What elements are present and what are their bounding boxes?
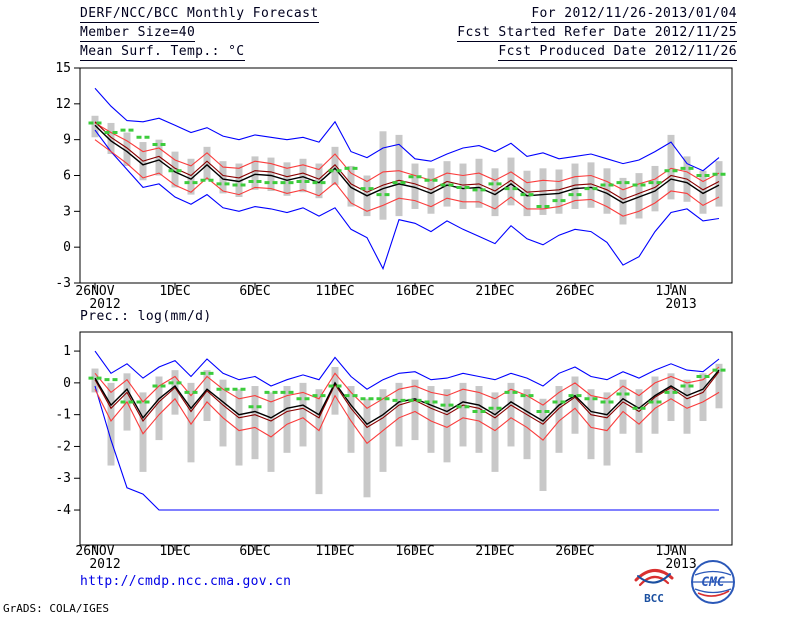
- svg-text:-3: -3: [55, 471, 71, 486]
- svg-text:26DEC: 26DEC: [555, 544, 594, 559]
- svg-text:16DEC: 16DEC: [395, 284, 434, 299]
- svg-text:6DEC: 6DEC: [239, 284, 270, 299]
- bcc-logo-swirl2-icon: [638, 575, 670, 587]
- svg-text:1JAN: 1JAN: [655, 544, 686, 559]
- svg-text:21DEC: 21DEC: [475, 284, 514, 299]
- temperature-chart-title: Mean Surf. Temp.: °C: [80, 44, 245, 61]
- svg-text:0: 0: [63, 376, 71, 391]
- series-lower-spread: [94, 139, 720, 217]
- cmc-logo-text: CMC: [701, 575, 725, 590]
- svg-text:26NOV: 26NOV: [75, 284, 114, 299]
- svg-text:1JAN: 1JAN: [655, 284, 686, 299]
- svg-text:12: 12: [55, 97, 71, 112]
- svg-text:16DEC: 16DEC: [395, 544, 434, 559]
- svg-text:2013: 2013: [665, 557, 696, 572]
- svg-text:1DEC: 1DEC: [159, 284, 190, 299]
- svg-text:-2: -2: [55, 439, 71, 454]
- svg-text:-1: -1: [55, 408, 71, 423]
- bcc-logo-text: BCC: [644, 592, 664, 605]
- cmc-logo: CMC: [691, 560, 735, 604]
- x-axis: 26NOV 1DEC 6DEC 11DEC 16DEC 21DEC 26DEC 1JAN201…: [75, 283, 697, 312]
- y-axis: 1 0 -1 -2 -3 -4: [55, 344, 80, 518]
- bcc-logo: BCC: [634, 569, 674, 605]
- ensemble-spread-bars: [91, 363, 723, 498]
- svg-text:15: 15: [55, 61, 71, 76]
- svg-text:6: 6: [63, 169, 71, 184]
- svg-text:2013: 2013: [665, 297, 696, 312]
- temperature-chart: 15 12 9 6 3 0 -3 26NOV 1DEC 6DEC 11DEC 16DEC 21DEC 26…: [55, 61, 733, 312]
- series-ensemble-min: [94, 385, 719, 511]
- svg-text:1DEC: 1DEC: [159, 544, 190, 559]
- member-size-label: Member Size=40: [80, 25, 196, 42]
- svg-text:26DEC: 26DEC: [555, 284, 594, 299]
- series-control: [94, 121, 720, 201]
- produced-date-label: Fcst Produced Date 2012/11/26: [498, 44, 737, 61]
- svg-text:1: 1: [63, 344, 71, 359]
- svg-text:21DEC: 21DEC: [475, 544, 514, 559]
- cmc-logo-latitude3-icon: [694, 588, 732, 594]
- svg-text:3: 3: [63, 204, 71, 219]
- bcc-logo-wave-icon: [637, 573, 671, 584]
- series-lower-spread: [94, 388, 720, 445]
- cmc-logo-accent-icon: [697, 590, 730, 597]
- svg-text:-4: -4: [55, 503, 71, 518]
- series-control: [94, 371, 720, 429]
- precipitation-chart: 1 0 -1 -2 -3 -4 26NOV 1DEC 6DEC 11DEC 16DEC 21DEC 26…: [55, 331, 733, 572]
- series-upper-spread: [94, 122, 720, 191]
- series-ensemble-min: [94, 129, 720, 271]
- svg-text:6DEC: 6DEC: [239, 544, 270, 559]
- x-axis: 26NOV 1DEC 6DEC 11DEC 16DEC 21DEC 26DEC 1JAN201…: [75, 544, 696, 572]
- series-ensemble-mean: [94, 369, 720, 426]
- climatology-markers: [88, 121, 726, 209]
- header-row-3: Mean Surf. Temp.: °C Fcst Produced Date …: [80, 44, 737, 61]
- site-url: http://cmdp.ncc.cma.gov.cn: [80, 574, 292, 589]
- forecast-period: For 2012/11/26-2013/01/04: [531, 6, 737, 23]
- plot-border: [79, 331, 733, 546]
- svg-text:26NOV: 26NOV: [75, 544, 114, 559]
- header-row-2: Member Size=40 Fcst Started Refer Date 2…: [80, 25, 737, 42]
- series-upper-spread: [94, 366, 720, 409]
- y-axis: 15 12 9 6 3 0 -3: [55, 61, 80, 291]
- climatology-markers: [88, 368, 726, 413]
- refer-date-label: Fcst Started Refer Date 2012/11/25: [457, 25, 737, 42]
- ensemble-spread-bars: [91, 115, 723, 225]
- precip-chart-title: Prec.: log(mm/d): [80, 309, 212, 324]
- svg-text:11DEC: 11DEC: [315, 544, 354, 559]
- svg-text:2012: 2012: [89, 557, 120, 572]
- series-ensemble-mean: [94, 124, 720, 204]
- svg-text:2012: 2012: [89, 297, 120, 312]
- svg-text:11DEC: 11DEC: [315, 284, 354, 299]
- svg-text:0: 0: [63, 240, 71, 255]
- page-title: DERF/NCC/BCC Monthly Forecast: [80, 6, 319, 23]
- grads-credit: GrADS: COLA/IGES: [3, 602, 109, 615]
- series-ensemble-max: [94, 87, 720, 172]
- series-ensemble-max: [94, 350, 720, 390]
- cmc-logo-latitude1-icon: [694, 570, 732, 576]
- svg-text:9: 9: [63, 133, 71, 148]
- svg-text:-3: -3: [55, 276, 71, 291]
- header-row-1: DERF/NCC/BCC Monthly Forecast For 2012/1…: [80, 6, 737, 23]
